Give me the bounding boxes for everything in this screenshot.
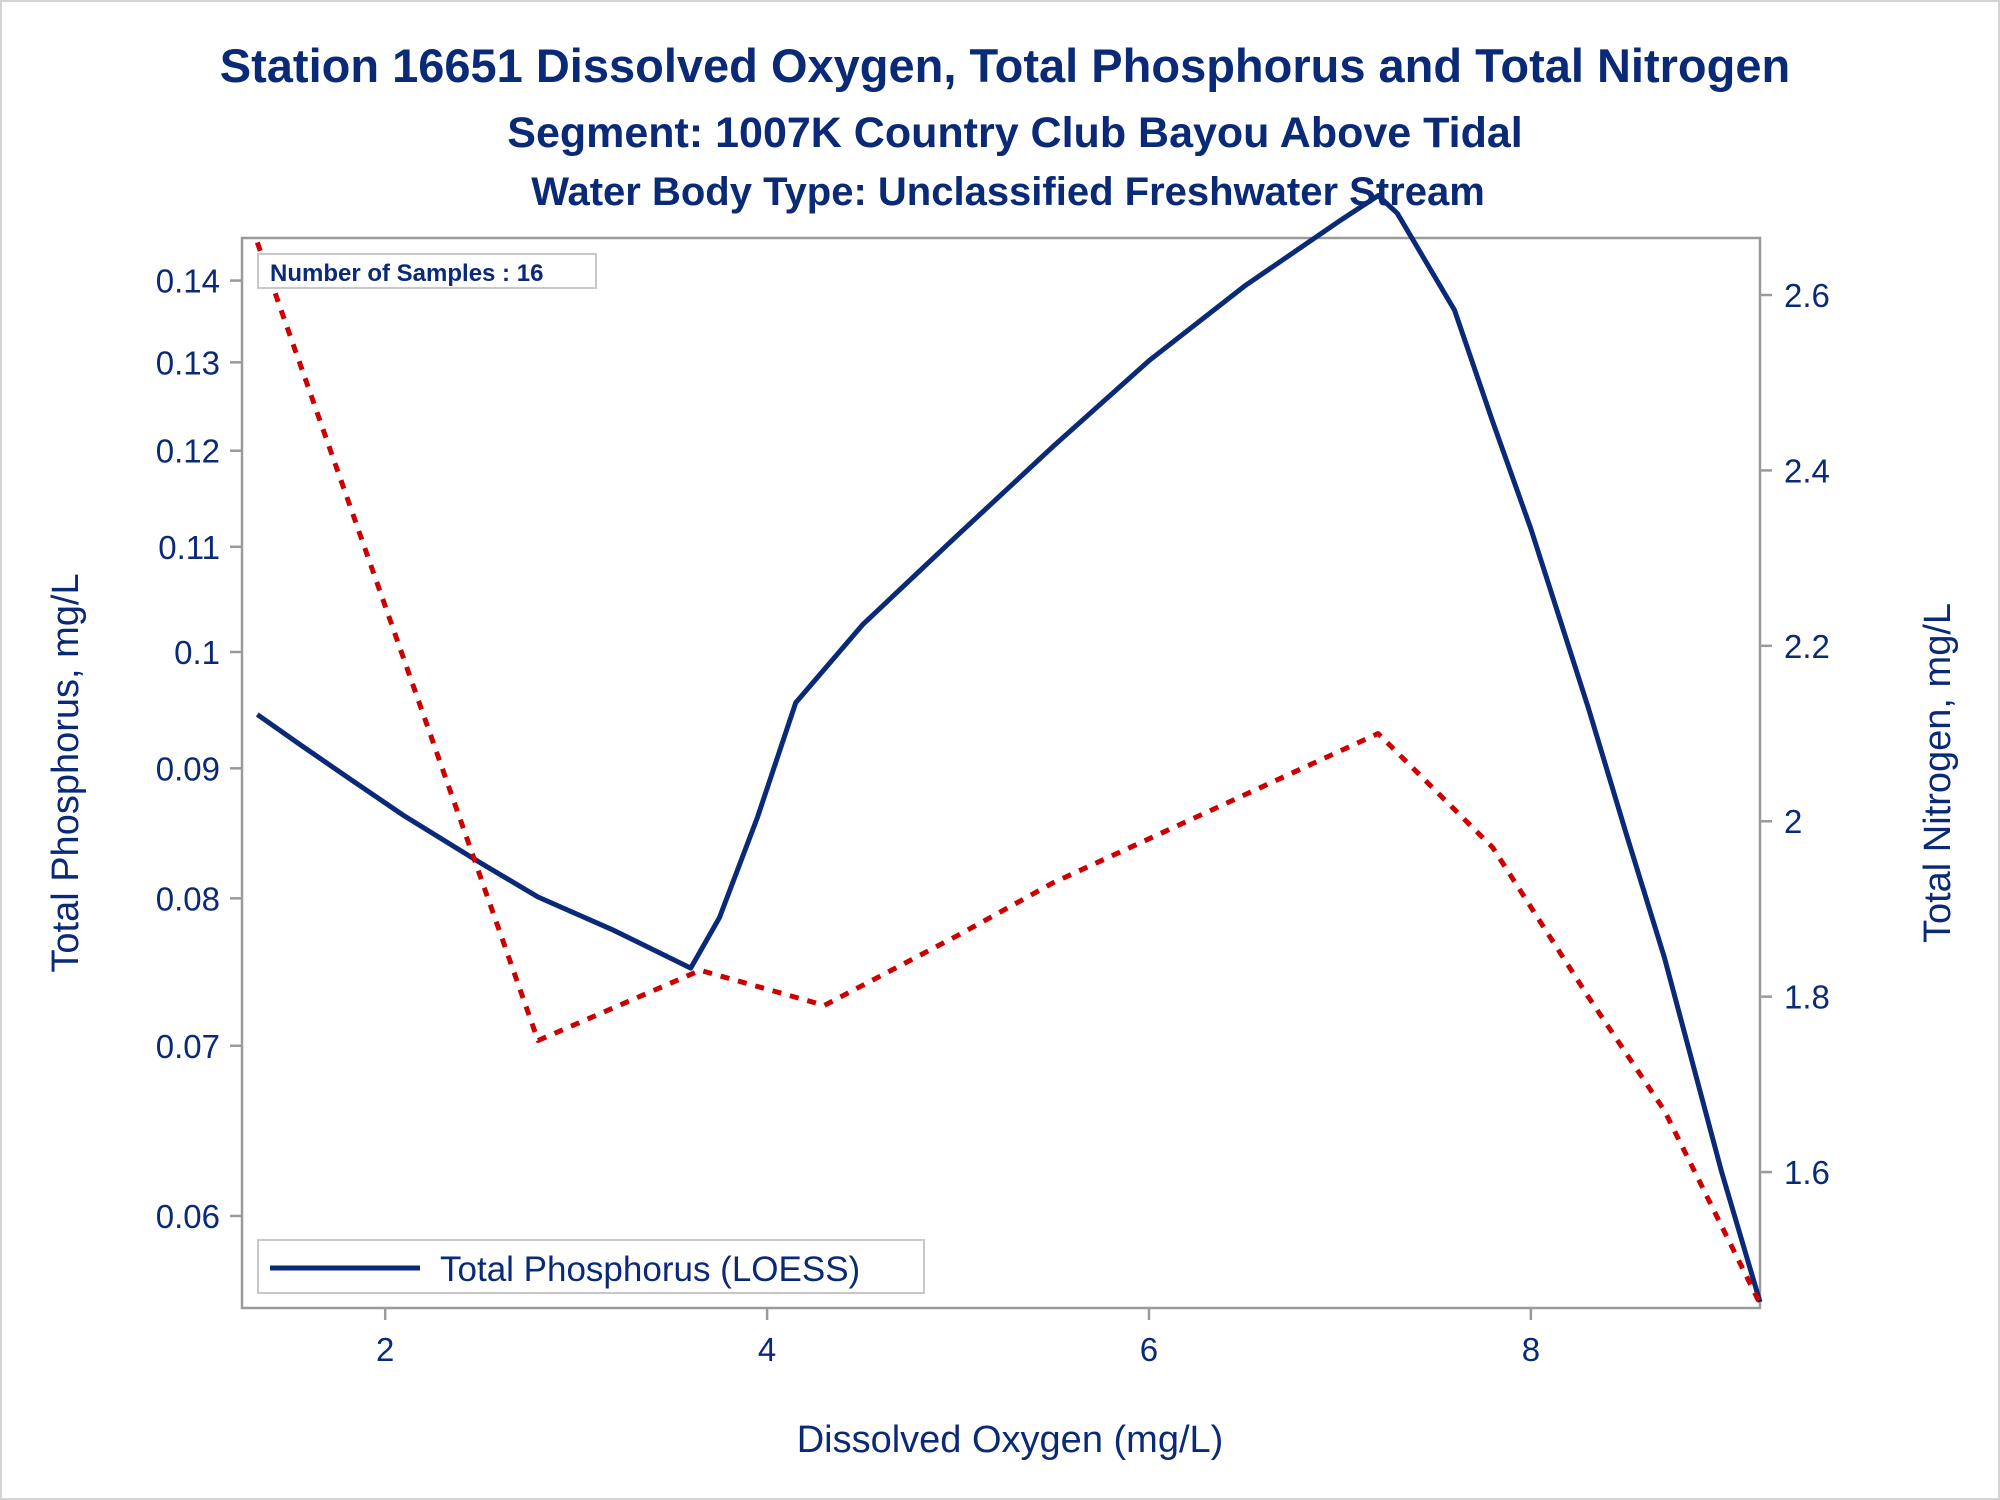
y-tick-label: 0.11 bbox=[158, 529, 220, 566]
y-tick-label: 0.13 bbox=[156, 344, 220, 381]
x-tick-label: 4 bbox=[758, 1331, 776, 1368]
y-axis-left: 0.14 0.13 0.12 0.11 0.1 0.09 0.08 0.07 0.06 bbox=[156, 263, 242, 1235]
series-layer bbox=[254, 193, 1763, 1305]
series-line-nitrogen bbox=[254, 241, 1763, 1305]
x-axis-label: Dissolved Oxygen (mg/L) bbox=[797, 1419, 1224, 1461]
x-axis: 2 4 6 8 bbox=[376, 1308, 1540, 1368]
x-tick-label: 8 bbox=[1522, 1331, 1540, 1368]
y-axis-right-label: Total Nitrogen, mg/L bbox=[1917, 603, 1959, 943]
y-tick-label: 0.12 bbox=[156, 433, 220, 470]
plot-area bbox=[240, 236, 1762, 1310]
y-tick-label: 0.09 bbox=[156, 750, 220, 787]
y-tick-label: 0.14 bbox=[156, 263, 220, 300]
sample-count-border bbox=[257, 253, 597, 289]
sample-count-box: Number of Samples : 16 bbox=[257, 253, 597, 289]
legend: Total Phosphorus (LOESS) bbox=[257, 1239, 925, 1294]
series-line-phosphorus bbox=[255, 193, 1763, 1303]
y2-tick-label: 2.4 bbox=[1784, 452, 1830, 489]
y-tick-label: 0.07 bbox=[156, 1028, 220, 1065]
x-tick-label: 2 bbox=[376, 1331, 394, 1368]
y-axis-left-label: Total Phosphorus, mg/L bbox=[45, 573, 87, 972]
y2-tick-label: 2 bbox=[1784, 803, 1802, 840]
y-tick-label: 0.08 bbox=[156, 880, 220, 917]
chart-title-line2: Segment: 1007K Country Club Bayou Above … bbox=[507, 109, 1522, 157]
y2-tick-label: 2.6 bbox=[1784, 277, 1830, 314]
x-tick-label: 6 bbox=[1140, 1331, 1158, 1368]
chart-title-line1: Station 16651 Dissolved Oxygen, Total Ph… bbox=[220, 39, 1790, 92]
y-tick-label: 0.1 bbox=[174, 634, 220, 671]
y2-tick-label: 1.6 bbox=[1784, 1154, 1830, 1191]
y-tick-label: 0.06 bbox=[156, 1198, 220, 1235]
legend-label-phosphorus: Total Phosphorus (LOESS) bbox=[440, 1250, 860, 1289]
y2-tick-label: 2.2 bbox=[1784, 628, 1830, 665]
y2-tick-label: 1.8 bbox=[1784, 979, 1830, 1016]
y-axis-right: 2.6 2.4 2.2 2 1.8 1.6 bbox=[1760, 277, 1830, 1191]
sample-count-label: Number of Samples : 16 bbox=[270, 260, 543, 287]
chart-title-line3: Water Body Type: Unclassified Freshwater… bbox=[531, 170, 1485, 214]
